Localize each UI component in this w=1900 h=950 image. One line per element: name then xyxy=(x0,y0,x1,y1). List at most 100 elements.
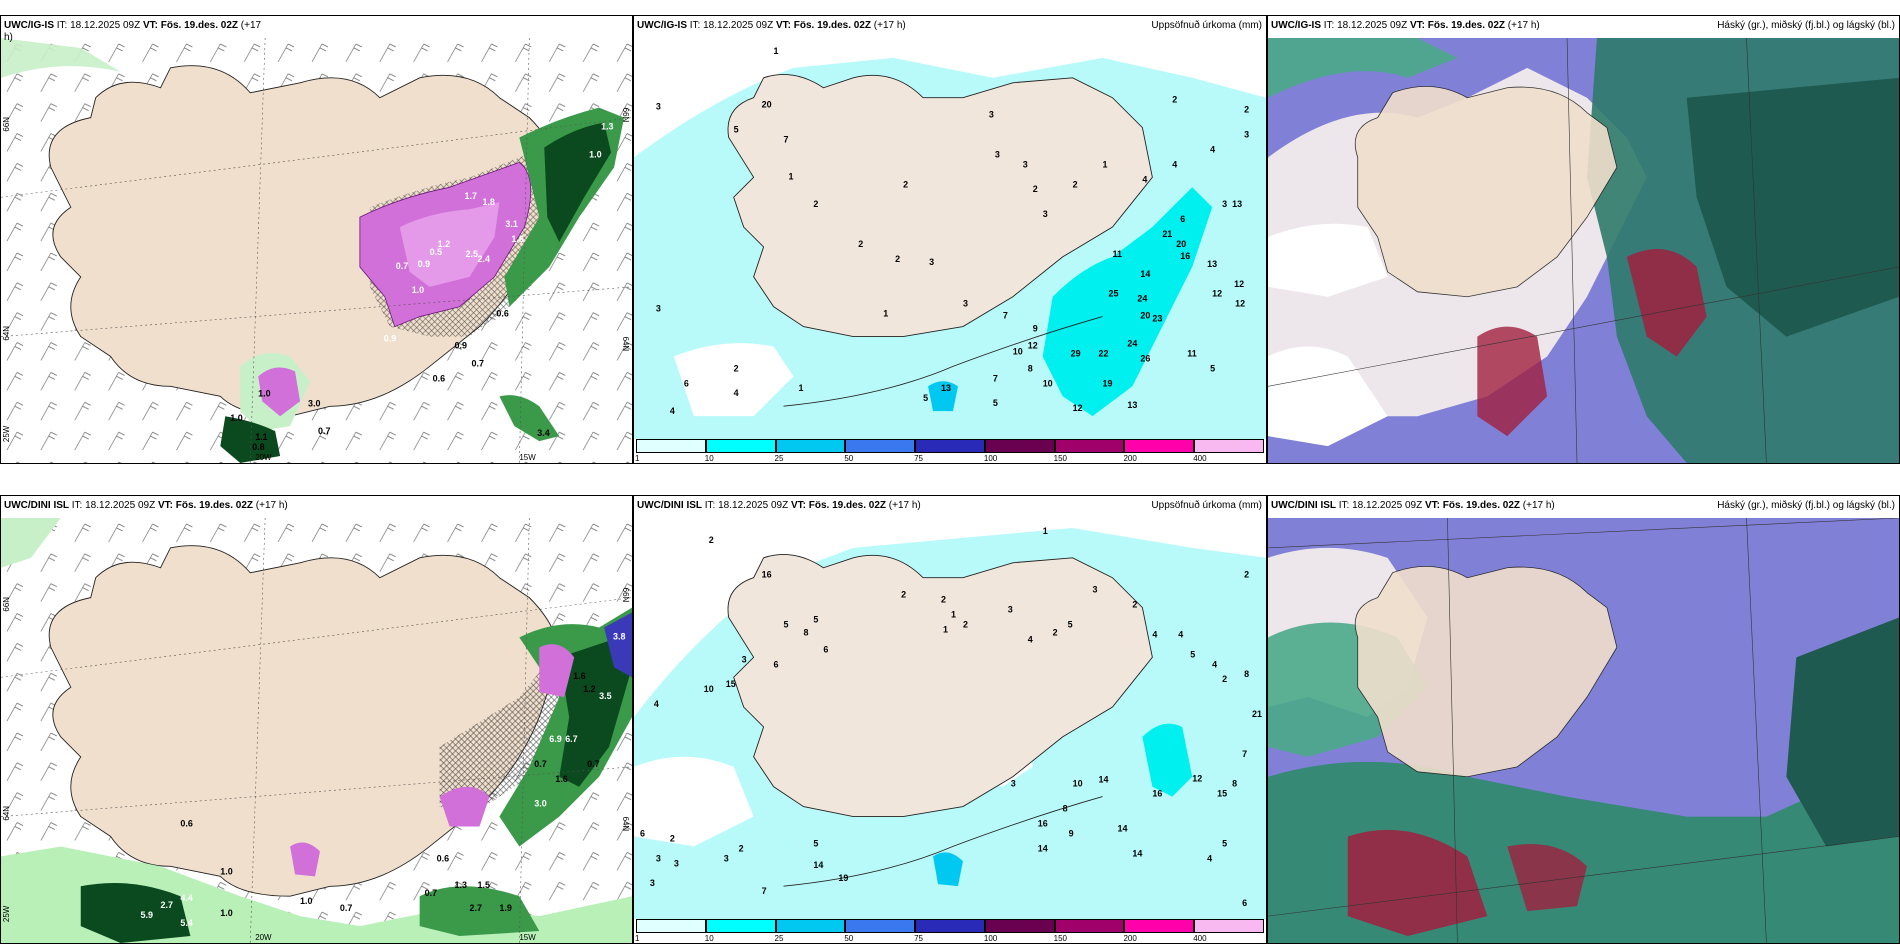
panel-title: Uppsöfnuð úrkoma (mm) xyxy=(1151,500,1262,511)
model-name: UWC/IG-IS xyxy=(637,20,687,31)
svg-text:20: 20 xyxy=(1140,311,1150,321)
axis-lat64-right: 64N xyxy=(621,337,630,352)
svg-text:19: 19 xyxy=(1103,378,1113,388)
panel-dini-cloud: UWC/DINI ISL IT: 18.12.2025 09Z VT: Fös.… xyxy=(1267,495,1900,944)
svg-text:12: 12 xyxy=(1212,289,1222,299)
svg-text:0.5: 0.5 xyxy=(430,247,442,257)
lead-time: (+17 h) xyxy=(1507,20,1540,31)
precip-moderate xyxy=(1042,187,1213,417)
svg-text:19: 19 xyxy=(838,873,848,883)
svg-text:14: 14 xyxy=(1117,823,1127,833)
svg-text:10: 10 xyxy=(1013,346,1023,356)
svg-text:20: 20 xyxy=(1176,239,1186,249)
svg-text:9: 9 xyxy=(1033,324,1038,334)
svg-text:5: 5 xyxy=(734,125,739,135)
svg-text:2: 2 xyxy=(858,239,863,249)
svg-text:2: 2 xyxy=(1053,627,1058,637)
svg-text:4: 4 xyxy=(1028,634,1033,644)
colorbar-swatch xyxy=(1124,919,1195,933)
panel-header: UWC/DINI ISL IT: 18.12.2025 09Z VT: Fös.… xyxy=(634,496,1266,518)
colorbar-tick: 75 xyxy=(914,934,924,943)
svg-text:0.8: 0.8 xyxy=(252,442,264,452)
svg-text:4: 4 xyxy=(1210,144,1215,154)
colorbar-tick: 400 xyxy=(1193,934,1207,943)
precip-values: 1 2 16 5 8 5 6 4 10 15 6 3 2 2 1 1 2 3 4… xyxy=(640,526,1262,908)
svg-text:1: 1 xyxy=(1103,159,1108,169)
svg-text:1: 1 xyxy=(883,309,888,319)
svg-text:4: 4 xyxy=(1207,853,1212,863)
it-label: IT: xyxy=(689,20,701,31)
svg-text:15: 15 xyxy=(726,679,736,689)
panel-ig-precip: UWC/IG-IS IT: 18.12.2025 09Z VT: Fös. 19… xyxy=(633,15,1267,464)
svg-text:13: 13 xyxy=(941,383,951,393)
svg-text:2: 2 xyxy=(1244,105,1249,115)
svg-text:8: 8 xyxy=(1063,804,1068,814)
colorbar-swatch xyxy=(705,919,776,933)
svg-text:3: 3 xyxy=(1244,130,1249,140)
svg-text:22: 22 xyxy=(1099,348,1109,358)
svg-text:0.7: 0.7 xyxy=(534,759,546,769)
svg-text:0.7: 0.7 xyxy=(396,261,408,271)
svg-text:7: 7 xyxy=(1242,749,1247,759)
svg-text:2: 2 xyxy=(895,254,900,264)
svg-text:3: 3 xyxy=(995,149,1000,159)
svg-text:1: 1 xyxy=(1043,526,1048,536)
lead-time: (+17 xyxy=(240,20,262,31)
svg-text:3: 3 xyxy=(656,853,661,863)
svg-text:24: 24 xyxy=(1127,338,1137,348)
axis-lon15: 15W xyxy=(519,933,536,942)
svg-text:1.9: 1.9 xyxy=(499,903,511,913)
svg-text:2: 2 xyxy=(1073,179,1078,189)
svg-text:1.0: 1.0 xyxy=(230,413,242,423)
vt-value: VT: Fös. 19.des. 02Z xyxy=(142,20,239,31)
svg-text:14: 14 xyxy=(813,860,823,870)
panel-header: UWC/IG-IS IT: 18.12.2025 09Z VT: Fös. 19… xyxy=(1,16,632,43)
map-svg xyxy=(1268,518,1899,943)
panel-title: Uppsöfnuð úrkoma (mm) xyxy=(1151,20,1262,31)
colorbar-swatch xyxy=(705,439,776,453)
svg-text:1.1: 1.1 xyxy=(255,432,267,442)
svg-text:12: 12 xyxy=(1028,340,1038,350)
it-label: IT: xyxy=(704,500,716,511)
colorbar-tick: 150 xyxy=(1053,454,1068,463)
svg-text:5.4: 5.4 xyxy=(180,918,192,928)
svg-text:8: 8 xyxy=(1232,779,1237,789)
svg-text:1.7: 1.7 xyxy=(465,191,477,201)
iceland-land xyxy=(727,554,1153,817)
svg-text:3.0: 3.0 xyxy=(534,799,546,809)
svg-text:21: 21 xyxy=(1162,229,1172,239)
svg-text:8: 8 xyxy=(803,627,808,637)
svg-text:1.0: 1.0 xyxy=(589,149,601,159)
svg-text:11: 11 xyxy=(1112,249,1121,259)
vt-value: VT: Fös. 19.des. 02Z xyxy=(1409,20,1506,31)
colorbar-tick: 10 xyxy=(704,454,714,463)
svg-text:10: 10 xyxy=(1073,779,1083,789)
svg-text:6: 6 xyxy=(684,378,689,388)
map-svg: 66N 64N 25W 20W 15W 66N 64N 1.0 0.8 1.1 … xyxy=(1,38,632,463)
svg-text:5: 5 xyxy=(784,619,789,629)
svg-text:14: 14 xyxy=(1099,775,1109,785)
map-snow-wind: 66N 64N 25W 20W 15W 66N 64N 0.6 1.0 0.7 … xyxy=(1,518,632,943)
axis-lat64: 64N xyxy=(2,806,11,821)
colorbar-swatch xyxy=(1194,919,1264,933)
it-value: 18.12.2025 09Z xyxy=(1352,500,1423,511)
svg-text:4: 4 xyxy=(734,388,739,398)
iceland-land xyxy=(1354,565,1618,778)
lead-time: (+17 h) xyxy=(1522,500,1555,511)
map-cloud xyxy=(1268,518,1899,943)
panel-ig-snow: UWC/IG-IS IT: 18.12.2025 09Z VT: Fös. 19… xyxy=(0,15,633,464)
colorbar-tick: 200 xyxy=(1123,934,1137,943)
vt-value: VT: Fös. 19.des. 02Z xyxy=(157,500,254,511)
svg-text:3: 3 xyxy=(1093,585,1098,595)
svg-text:9: 9 xyxy=(1069,828,1074,838)
svg-text:4: 4 xyxy=(1152,629,1157,639)
svg-text:0.6: 0.6 xyxy=(180,819,192,829)
colorbar-swatch xyxy=(984,439,1055,453)
lead-time-cont: h) xyxy=(4,32,13,43)
colorbar-tick: 200 xyxy=(1123,454,1137,463)
svg-text:1.0: 1.0 xyxy=(220,908,232,918)
svg-text:12: 12 xyxy=(1192,774,1202,784)
svg-text:1.3: 1.3 xyxy=(455,880,467,890)
axis-lon20: 20W xyxy=(255,453,272,462)
svg-text:21: 21 xyxy=(1252,709,1262,719)
